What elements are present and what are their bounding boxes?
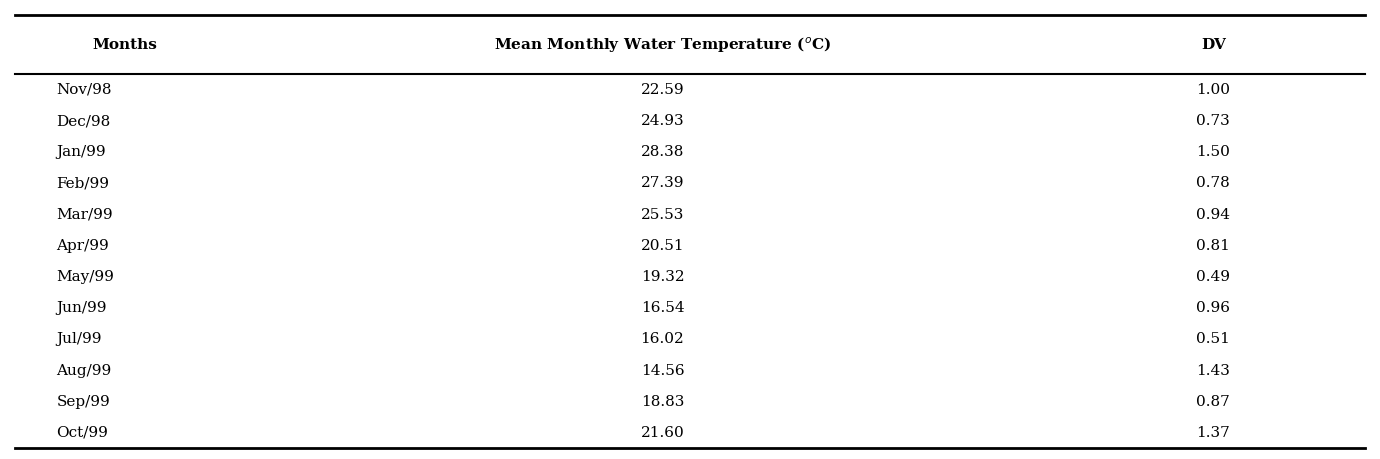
Text: 0.78: 0.78 xyxy=(1196,177,1230,190)
Text: 22.59: 22.59 xyxy=(640,83,684,97)
Text: 1.50: 1.50 xyxy=(1196,146,1231,159)
Text: Dec/98: Dec/98 xyxy=(57,114,110,128)
Text: Oct/99: Oct/99 xyxy=(57,426,109,440)
Text: Jan/99: Jan/99 xyxy=(57,146,106,159)
Text: 0.81: 0.81 xyxy=(1196,239,1231,253)
Text: 25.53: 25.53 xyxy=(640,207,684,222)
Text: Nov/98: Nov/98 xyxy=(57,83,112,97)
Text: 28.38: 28.38 xyxy=(640,146,684,159)
Text: May/99: May/99 xyxy=(57,270,115,284)
Text: 0.96: 0.96 xyxy=(1196,301,1231,315)
Text: 16.54: 16.54 xyxy=(640,301,684,315)
Text: Aug/99: Aug/99 xyxy=(57,364,112,378)
Text: 0.94: 0.94 xyxy=(1196,207,1231,222)
Text: 24.93: 24.93 xyxy=(640,114,684,128)
Text: 1.37: 1.37 xyxy=(1196,426,1230,440)
Text: Apr/99: Apr/99 xyxy=(57,239,109,253)
Text: 27.39: 27.39 xyxy=(640,177,684,190)
Text: Feb/99: Feb/99 xyxy=(57,177,109,190)
Text: 20.51: 20.51 xyxy=(640,239,684,253)
Text: Jun/99: Jun/99 xyxy=(57,301,108,315)
Text: Sep/99: Sep/99 xyxy=(57,395,110,409)
Text: 21.60: 21.60 xyxy=(640,426,684,440)
Text: 1.00: 1.00 xyxy=(1196,83,1231,97)
Text: 16.02: 16.02 xyxy=(640,332,684,347)
Text: Months: Months xyxy=(92,38,157,52)
Text: 14.56: 14.56 xyxy=(640,364,684,378)
Text: DV: DV xyxy=(1201,38,1225,52)
Text: Jul/99: Jul/99 xyxy=(57,332,102,347)
Text: 0.87: 0.87 xyxy=(1196,395,1230,409)
Text: 0.49: 0.49 xyxy=(1196,270,1231,284)
Text: 0.73: 0.73 xyxy=(1196,114,1230,128)
Text: Mean Monthly Water Temperature ($^o$C): Mean Monthly Water Temperature ($^o$C) xyxy=(494,35,831,55)
Text: 0.51: 0.51 xyxy=(1196,332,1231,347)
Text: 19.32: 19.32 xyxy=(640,270,684,284)
Text: Mar/99: Mar/99 xyxy=(57,207,113,222)
Text: 1.43: 1.43 xyxy=(1196,364,1231,378)
Text: 18.83: 18.83 xyxy=(640,395,684,409)
